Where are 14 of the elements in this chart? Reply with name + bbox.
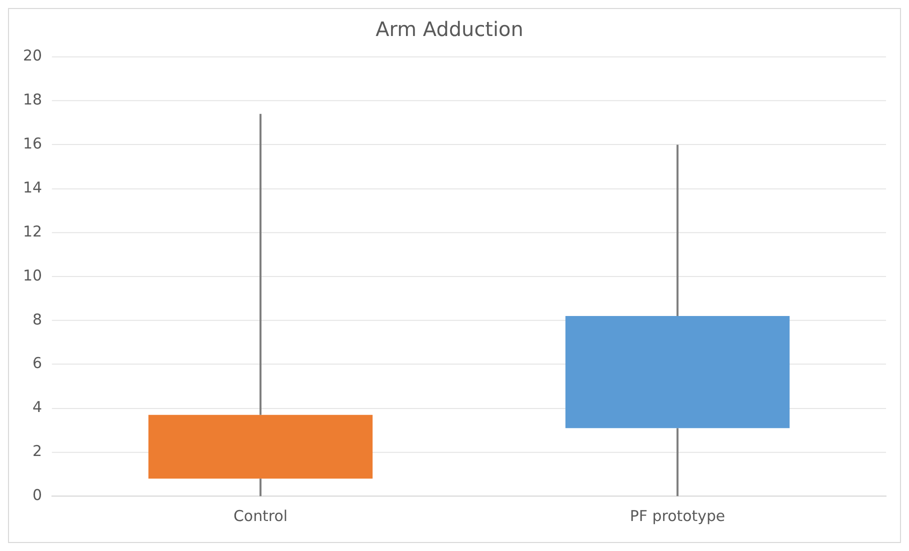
y-tick-label: 0 bbox=[32, 486, 42, 504]
y-tick-label: 16 bbox=[22, 134, 42, 153]
y-tick-label: 18 bbox=[22, 90, 42, 109]
y-tick-label: 6 bbox=[32, 354, 42, 372]
x-tick-label: Control bbox=[233, 506, 288, 525]
y-tick-label: 14 bbox=[22, 178, 42, 196]
y-tick-label: 8 bbox=[32, 310, 42, 328]
x-tick-label: PF prototype bbox=[630, 506, 726, 525]
chart-title: Arm Adduction bbox=[376, 17, 524, 42]
y-tick-label: 4 bbox=[32, 398, 42, 416]
y-tick-label: 10 bbox=[22, 266, 42, 284]
y-tick-label: 2 bbox=[32, 442, 42, 460]
y-tick-label: 20 bbox=[22, 46, 42, 65]
y-tick-label: 12 bbox=[22, 222, 42, 240]
